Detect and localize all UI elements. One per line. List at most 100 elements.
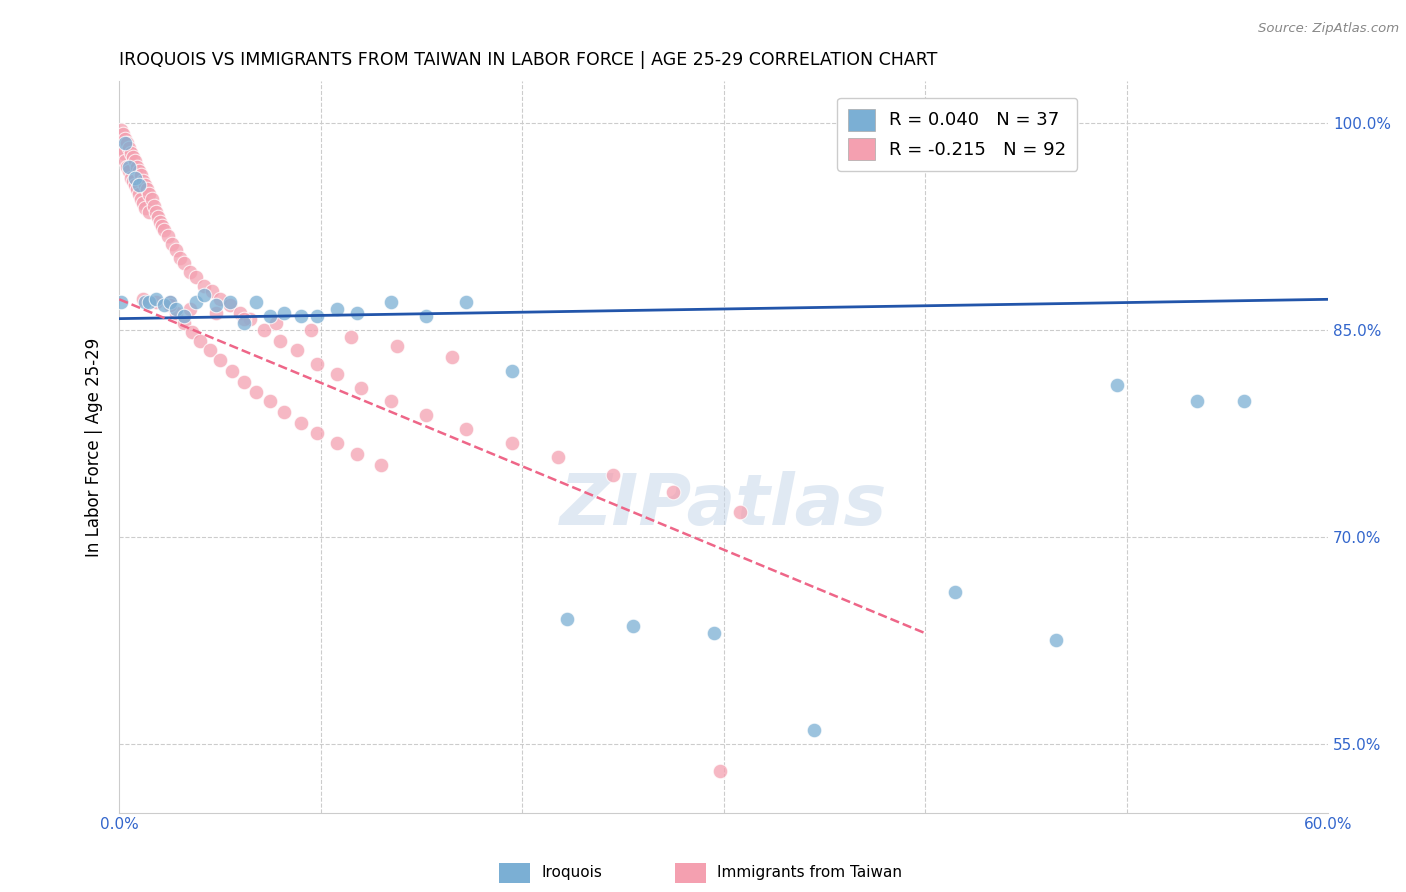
- Point: [152, 298, 174, 312]
- Point: [188, 334, 211, 348]
- Point: [134, 201, 156, 215]
- Point: [184, 295, 207, 310]
- Point: [305, 357, 328, 371]
- Point: [387, 339, 409, 353]
- Point: [233, 311, 256, 326]
- Point: [128, 178, 150, 192]
- Point: [290, 309, 312, 323]
- Point: [221, 364, 243, 378]
- Y-axis label: In Labor Force | Age 25-29: In Labor Force | Age 25-29: [86, 337, 103, 557]
- Point: [165, 306, 187, 320]
- Point: [110, 295, 132, 310]
- Point: [326, 435, 349, 450]
- Point: [299, 323, 322, 337]
- Point: [128, 187, 150, 202]
- Point: [165, 301, 187, 316]
- Point: [501, 435, 523, 450]
- Point: [120, 170, 142, 185]
- Point: [1045, 633, 1067, 648]
- Point: [145, 295, 167, 310]
- Point: [703, 626, 725, 640]
- Point: [266, 316, 288, 330]
- Point: [239, 311, 262, 326]
- Point: [138, 205, 160, 219]
- Point: [1105, 377, 1128, 392]
- Point: [118, 164, 141, 178]
- Point: [346, 447, 368, 461]
- Point: [273, 405, 295, 419]
- Point: [245, 384, 267, 399]
- Point: [208, 353, 231, 368]
- Point: [350, 381, 373, 395]
- Point: [145, 205, 167, 219]
- Point: [259, 394, 281, 409]
- Point: [122, 150, 145, 164]
- Text: ZIPatlas: ZIPatlas: [560, 471, 887, 540]
- Point: [205, 306, 228, 320]
- Point: [547, 450, 569, 464]
- Point: [152, 223, 174, 237]
- Point: [114, 136, 136, 151]
- Point: [1185, 394, 1208, 409]
- Point: [138, 187, 160, 202]
- Text: Iroquois: Iroquois: [541, 865, 602, 880]
- Point: [415, 408, 437, 422]
- Point: [340, 329, 363, 343]
- Point: [346, 306, 368, 320]
- Point: [132, 195, 155, 210]
- Point: [454, 295, 477, 310]
- Point: [159, 295, 181, 310]
- Point: [229, 306, 252, 320]
- Point: [173, 316, 195, 330]
- Point: [501, 364, 523, 378]
- Point: [131, 192, 153, 206]
- Point: [110, 122, 132, 136]
- Point: [233, 375, 256, 389]
- Point: [184, 270, 207, 285]
- Text: IROQUOIS VS IMMIGRANTS FROM TAIWAN IN LABOR FORCE | AGE 25-29 CORRELATION CHART: IROQUOIS VS IMMIGRANTS FROM TAIWAN IN LA…: [120, 51, 938, 69]
- Point: [219, 298, 242, 312]
- Point: [305, 426, 328, 441]
- Point: [128, 164, 150, 178]
- Point: [118, 160, 141, 174]
- Point: [150, 219, 173, 234]
- Point: [208, 293, 231, 307]
- Point: [205, 298, 228, 312]
- Point: [709, 764, 731, 779]
- Point: [134, 178, 156, 192]
- Point: [110, 140, 132, 154]
- Point: [124, 178, 146, 192]
- Point: [173, 309, 195, 323]
- Point: [169, 251, 191, 265]
- Point: [173, 256, 195, 270]
- Point: [370, 458, 392, 472]
- Text: Immigrants from Taiwan: Immigrants from Taiwan: [717, 865, 903, 880]
- Point: [273, 306, 295, 320]
- Point: [945, 584, 967, 599]
- Point: [114, 154, 136, 169]
- Point: [728, 505, 751, 519]
- Point: [454, 422, 477, 436]
- Text: Source: ZipAtlas.com: Source: ZipAtlas.com: [1258, 22, 1399, 36]
- Point: [193, 288, 215, 302]
- Point: [253, 323, 276, 337]
- Point: [138, 295, 160, 310]
- Point: [179, 301, 201, 316]
- Point: [555, 612, 578, 626]
- Point: [1232, 394, 1254, 409]
- Point: [245, 295, 267, 310]
- Point: [117, 136, 139, 151]
- Point: [117, 160, 139, 174]
- Point: [136, 182, 159, 196]
- Point: [193, 278, 215, 293]
- Point: [165, 243, 187, 257]
- Point: [124, 154, 146, 169]
- Point: [156, 228, 179, 243]
- Point: [259, 309, 281, 323]
- Point: [142, 198, 165, 212]
- Point: [621, 619, 644, 633]
- Point: [146, 210, 169, 224]
- Point: [233, 316, 256, 330]
- Point: [602, 467, 624, 482]
- Point: [380, 295, 402, 310]
